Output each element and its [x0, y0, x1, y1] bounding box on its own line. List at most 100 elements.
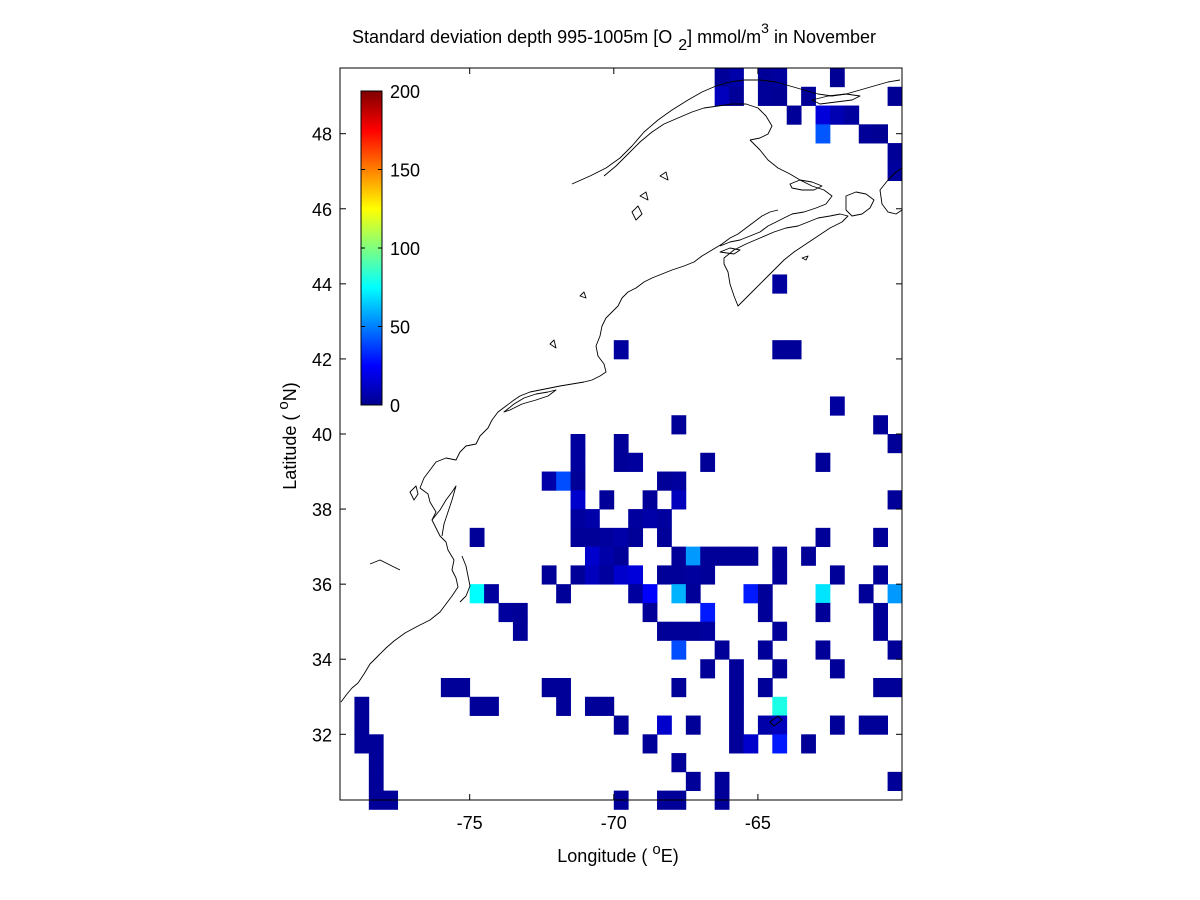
data-cell	[887, 678, 903, 698]
title-middle: ] mmol/m	[687, 27, 761, 47]
data-cell	[556, 696, 571, 716]
data-cell	[772, 659, 788, 679]
data-cell	[757, 68, 773, 88]
data-cell	[873, 527, 888, 548]
data-cell	[556, 471, 571, 491]
coastline-chesapeake	[431, 485, 457, 537]
data-cell	[671, 753, 687, 773]
data-cell	[671, 565, 687, 585]
data-cell	[700, 659, 716, 679]
data-cell	[642, 509, 658, 529]
x-axis-label-unit: E)	[661, 846, 679, 866]
x-tick-label: -65	[745, 813, 771, 833]
data-cell	[613, 546, 629, 566]
y-tick-label: 40	[312, 425, 332, 445]
data-cell	[657, 527, 672, 548]
data-cell	[887, 490, 903, 510]
coastline-bermuda	[769, 715, 783, 727]
x-axis-label-text: Longitude (	[557, 846, 652, 866]
data-cell	[541, 678, 557, 698]
data-cell	[657, 715, 672, 735]
data-cell	[599, 527, 615, 548]
coastline-st-lawrence-south	[603, 103, 773, 177]
coastline-lake-1	[631, 205, 643, 221]
y-tick-label: 38	[312, 500, 332, 520]
coastline-lake-5	[549, 339, 557, 349]
data-cell	[714, 546, 730, 566]
data-cell	[729, 734, 744, 754]
data-cell	[873, 621, 888, 641]
data-cell	[613, 565, 629, 585]
data-cell	[844, 105, 860, 125]
data-cell	[714, 640, 730, 660]
data-cell	[772, 86, 788, 106]
data-cell	[628, 527, 644, 548]
data-cell	[628, 452, 644, 472]
data-cell	[815, 602, 831, 623]
coastline-anticosti	[811, 93, 861, 105]
data-cell	[858, 584, 874, 604]
data-cell	[368, 734, 384, 754]
y-tick-label: 32	[312, 725, 332, 745]
data-cell	[613, 340, 629, 360]
data-cell	[815, 527, 831, 548]
y-axis-label-degree: o	[275, 401, 292, 409]
coastline-nova-scotia	[723, 213, 849, 307]
coastline-lake-3	[659, 171, 669, 181]
x-tick-label: -75	[457, 813, 483, 833]
data-cell	[772, 696, 788, 716]
coastline	[340, 79, 903, 727]
data-cell	[815, 584, 831, 604]
chart-title: Standard deviation depth 995-1005m [O 2] …	[352, 20, 876, 54]
data-cell	[757, 602, 773, 623]
data-cell	[657, 471, 672, 491]
data-cell	[570, 490, 586, 510]
coastline-lake-2	[639, 191, 649, 201]
data-cell	[729, 68, 744, 88]
data-cell	[368, 753, 384, 773]
data-cell	[685, 771, 701, 792]
data-cell	[858, 124, 874, 144]
data-cell	[599, 490, 615, 510]
title-end: in November	[769, 27, 876, 47]
data-cell	[354, 734, 370, 754]
data-cell	[714, 86, 730, 106]
data-cell	[613, 527, 629, 548]
data-cell	[700, 602, 716, 623]
y-tick-label: 42	[312, 350, 332, 370]
data-cell	[671, 621, 687, 641]
data-cell	[469, 696, 485, 716]
data-cell	[584, 527, 600, 548]
data-cell	[671, 490, 687, 510]
data-cell	[757, 678, 773, 698]
data-cell	[757, 86, 773, 106]
data-cell	[613, 434, 629, 454]
plot-area: -75 -70 -65 32 34 36 38 40 42 44 46 48	[312, 67, 903, 833]
data-cell	[570, 434, 586, 454]
data-cell	[801, 734, 816, 754]
data-cell	[801, 546, 816, 566]
data-cell	[815, 452, 831, 472]
data-cell	[599, 546, 615, 566]
data-cell	[887, 640, 903, 660]
data-cell	[628, 565, 644, 585]
data-cell	[829, 659, 845, 679]
data-cell	[887, 584, 903, 604]
data-cell	[743, 584, 759, 604]
data-cell	[729, 659, 744, 679]
data-cell	[671, 678, 687, 698]
colorbar-tick-label: 0	[390, 396, 400, 416]
data-cell	[469, 584, 485, 604]
data-cell	[354, 696, 370, 716]
coastline-delmarva	[409, 485, 419, 501]
colorbar-tick-label: 50	[390, 318, 410, 338]
coastline-pei	[789, 179, 823, 191]
data-cell	[599, 565, 615, 585]
data-cell	[772, 734, 788, 754]
data-cell	[685, 546, 701, 566]
coastline-long-island	[503, 389, 557, 413]
data-cell	[671, 584, 687, 604]
y-tick-label: 36	[312, 575, 332, 595]
data-cells	[354, 68, 903, 810]
data-cell	[729, 546, 744, 566]
